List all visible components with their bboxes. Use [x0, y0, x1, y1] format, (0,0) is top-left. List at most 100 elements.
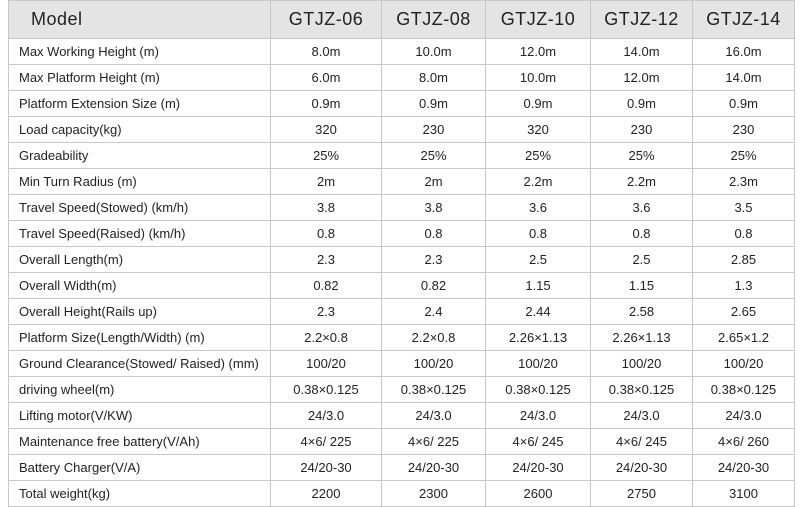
spec-value: 2200 — [270, 480, 382, 507]
spec-value: 1.15 — [485, 272, 591, 299]
spec-value: 12.0m — [590, 64, 693, 91]
spec-value: 3.6 — [590, 194, 693, 221]
spec-value: 320 — [270, 116, 382, 143]
spec-value: 0.38×0.125 — [270, 376, 382, 403]
spec-value: 25% — [485, 142, 591, 169]
spec-value: 25% — [381, 142, 486, 169]
spec-value: 1.3 — [692, 272, 795, 299]
spec-label: Travel Speed(Stowed) (km/h) — [8, 194, 271, 221]
spec-value: 24/3.0 — [270, 402, 382, 429]
spec-table: Model GTJZ-06 GTJZ-08 GTJZ-10 GTJZ-12 GTJZ-14… — [8, 0, 795, 507]
spec-row: driving wheel(m) 0.38×0.125 0.38×0.125 0.38… — [8, 376, 795, 403]
spec-row: Travel Speed(Raised) (km/h) 0.8 0.8 0.8 0.8 0… — [8, 220, 795, 247]
spec-row: Min Turn Radius (m) 2m 2m 2.2m 2.2m 2.3m — [8, 168, 795, 195]
spec-row: Maintenance free battery(V/Ah) 4×6/ 225 4×… — [8, 428, 795, 455]
spec-value: 25% — [692, 142, 795, 169]
spec-value: 100/20 — [270, 350, 382, 377]
spec-value: 2300 — [381, 480, 486, 507]
spec-value: 3.6 — [485, 194, 591, 221]
spec-value: 25% — [270, 142, 382, 169]
spec-value: 6.0m — [270, 64, 382, 91]
spec-value: 10.0m — [381, 38, 486, 65]
spec-value: 24/20-30 — [270, 454, 382, 481]
spec-value: 8.0m — [381, 64, 486, 91]
spec-value: 0.9m — [692, 90, 795, 117]
spec-value: 1.15 — [590, 272, 693, 299]
spec-value: 0.8 — [590, 220, 693, 247]
spec-value: 0.8 — [381, 220, 486, 247]
spec-value: 230 — [381, 116, 486, 143]
spec-row: Ground Clearance(Stowed/ Raised) (mm) 100… — [8, 350, 795, 377]
spec-row: Max Working Height (m) 8.0m 10.0m 12.0m 14.0… — [8, 38, 795, 65]
header-row: Model GTJZ-06 GTJZ-08 GTJZ-10 GTJZ-12 GTJZ-14 — [8, 0, 795, 39]
spec-label: Total weight(kg) — [8, 480, 271, 507]
spec-row: Platform Extension Size (m) 0.9m 0.9m 0.9m 0… — [8, 90, 795, 117]
spec-value: 4×6/ 245 — [485, 428, 591, 455]
spec-value: 24/3.0 — [381, 402, 486, 429]
table-body: Max Working Height (m) 8.0m 10.0m 12.0m 14.0… — [8, 38, 795, 507]
spec-label: Min Turn Radius (m) — [8, 168, 271, 195]
header-label: Model — [8, 0, 271, 39]
spec-label: Overall Length(m) — [8, 246, 271, 273]
spec-value: 2.85 — [692, 246, 795, 273]
spec-value: 4×6/ 245 — [590, 428, 693, 455]
spec-label: Platform Extension Size (m) — [8, 90, 271, 117]
spec-value: 24/20-30 — [590, 454, 693, 481]
spec-value: 4×6/ 260 — [692, 428, 795, 455]
spec-value: 2.58 — [590, 298, 693, 325]
spec-value: 12.0m — [485, 38, 591, 65]
spec-row: Max Platform Height (m) 6.0m 8.0m 10.0m 12.0… — [8, 64, 795, 91]
spec-row: Platform Size(Length/Width) (m) 2.2×0.8 2.… — [8, 324, 795, 351]
spec-value: 0.82 — [381, 272, 486, 299]
spec-label: Battery Charger(V/A) — [8, 454, 271, 481]
spec-value: 24/20-30 — [485, 454, 591, 481]
spec-row: Overall Length(m) 2.3 2.3 2.5 2.5 2.85 — [8, 246, 795, 273]
spec-label: Overall Height(Rails up) — [8, 298, 271, 325]
spec-value: 2.65×1.2 — [692, 324, 795, 351]
spec-label: Overall Width(m) — [8, 272, 271, 299]
spec-value: 2.5 — [485, 246, 591, 273]
spec-label: Maintenance free battery(V/Ah) — [8, 428, 271, 455]
spec-value: 24/3.0 — [692, 402, 795, 429]
spec-value: 100/20 — [692, 350, 795, 377]
spec-row: Overall Height(Rails up) 2.3 2.4 2.44 2.58 2.… — [8, 298, 795, 325]
spec-value: 4×6/ 225 — [270, 428, 382, 455]
spec-value: 230 — [590, 116, 693, 143]
spec-label: driving wheel(m) — [8, 376, 271, 403]
spec-value: 2.3 — [381, 246, 486, 273]
spec-value: 2.2×0.8 — [270, 324, 382, 351]
spec-value: 0.38×0.125 — [381, 376, 486, 403]
spec-value: 0.8 — [692, 220, 795, 247]
spec-value: 0.9m — [485, 90, 591, 117]
spec-value: 2.2×0.8 — [381, 324, 486, 351]
spec-value: 2.4 — [381, 298, 486, 325]
spec-label: Platform Size(Length/Width) (m) — [8, 324, 271, 351]
spec-value: 24/3.0 — [590, 402, 693, 429]
spec-label: Max Working Height (m) — [8, 38, 271, 65]
spec-label: Load capacity(kg) — [8, 116, 271, 143]
spec-value: 24/20-30 — [692, 454, 795, 481]
spec-row: Load capacity(kg) 320 230 320 230 230 — [8, 116, 795, 143]
spec-value: 100/20 — [590, 350, 693, 377]
spec-value: 3.8 — [270, 194, 382, 221]
spec-label: Travel Speed(Raised) (km/h) — [8, 220, 271, 247]
spec-row: Lifting motor(V/KW) 24/3.0 24/3.0 24/3.0 24/… — [8, 402, 795, 429]
spec-value: 0.8 — [270, 220, 382, 247]
spec-row: Battery Charger(V/A) 24/20-30 24/20-30 24/2… — [8, 454, 795, 481]
spec-value: 2.65 — [692, 298, 795, 325]
spec-value: 0.9m — [270, 90, 382, 117]
spec-value: 2.44 — [485, 298, 591, 325]
spec-label: Ground Clearance(Stowed/ Raised) (mm) — [8, 350, 271, 377]
spec-value: 3.5 — [692, 194, 795, 221]
spec-value: 14.0m — [692, 64, 795, 91]
spec-value: 0.9m — [590, 90, 693, 117]
spec-value: 320 — [485, 116, 591, 143]
spec-value: 4×6/ 225 — [381, 428, 486, 455]
spec-value: 2.3 — [270, 246, 382, 273]
spec-value: 2.5 — [590, 246, 693, 273]
spec-row: Travel Speed(Stowed) (km/h) 3.8 3.8 3.6 3.6 3… — [8, 194, 795, 221]
spec-value: 2600 — [485, 480, 591, 507]
spec-value: 0.9m — [381, 90, 486, 117]
spec-value: 0.38×0.125 — [485, 376, 591, 403]
